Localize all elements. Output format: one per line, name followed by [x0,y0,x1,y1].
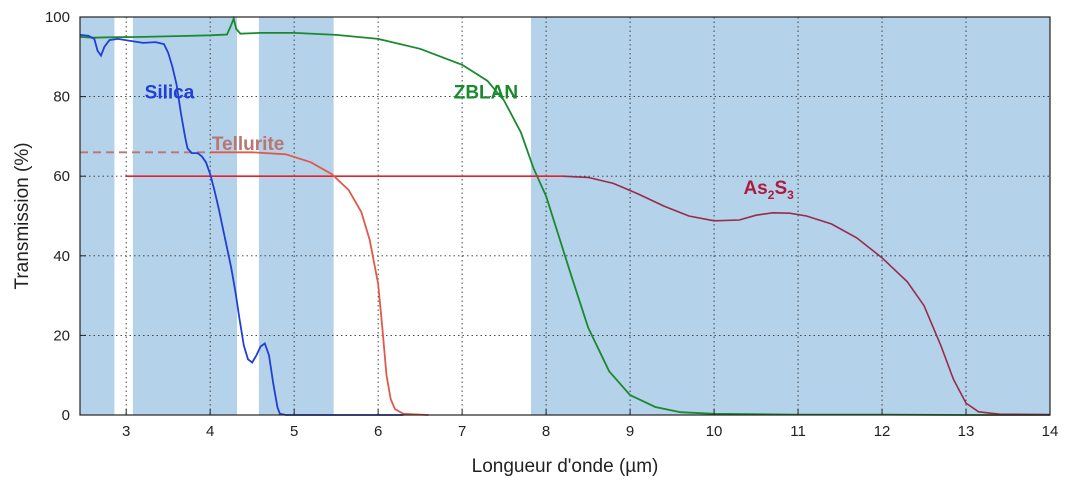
series-zblan-line [79,15,1050,416]
x-tick-label-5: 5 [290,423,298,440]
shaded-band-4 [530,17,1050,415]
x-tick-label-8: 8 [542,423,550,440]
y-tick-label-80: 80 [53,89,70,106]
plot-frame [79,16,1051,416]
series-label-as2s3: As2S3 [743,178,794,202]
x-tick-label-14: 14 [1042,423,1059,440]
axis-ticks: 3 4 5 6 7 8 9 10 11 12 13 14 0 20 40 60 80 100 [45,9,1058,440]
shaded-band-2 [132,17,238,415]
y-tick-label-100: 100 [45,9,70,26]
x-tick-label-3: 3 [122,423,130,440]
shaded-band-1 [80,17,115,415]
as2s3-label-sub2: 3 [787,188,794,202]
y-tick-label-40: 40 [53,248,70,265]
series-as2s3-tail [562,175,1051,416]
y-tick-label-60: 60 [53,168,70,185]
series-tellurite-line [210,151,429,416]
series-label-tellurite: Tellurite [212,134,285,155]
x-tick-label-12: 12 [874,423,891,440]
series-silica-line [79,34,404,416]
y-axis-title: Transmission (%) [12,142,33,289]
series-layer [79,15,1051,416]
x-tick-label-4: 4 [206,423,214,440]
as2s3-label-mid: S [774,178,787,199]
x-axis-title: Longueur d'onde (µm) [472,456,659,477]
x-tick-label-6: 6 [374,423,382,440]
shaded-band-3 [258,17,334,415]
x-tick-label-7: 7 [458,423,466,440]
series-label-zblan: ZBLAN [454,83,518,104]
shaded-bands [80,17,1050,415]
x-tick-label-10: 10 [706,423,723,440]
x-tick-label-11: 11 [790,423,806,440]
as2s3-label-sub1: 2 [768,188,775,202]
y-tick-label-20: 20 [53,327,70,344]
as2s3-label-main: As [743,178,767,199]
grid-lines [80,17,1050,415]
series-label-silica: Silica [145,83,195,104]
x-tick-label-9: 9 [626,423,634,440]
x-tick-label-13: 13 [958,423,975,440]
y-tick-label-0: 0 [62,407,70,424]
